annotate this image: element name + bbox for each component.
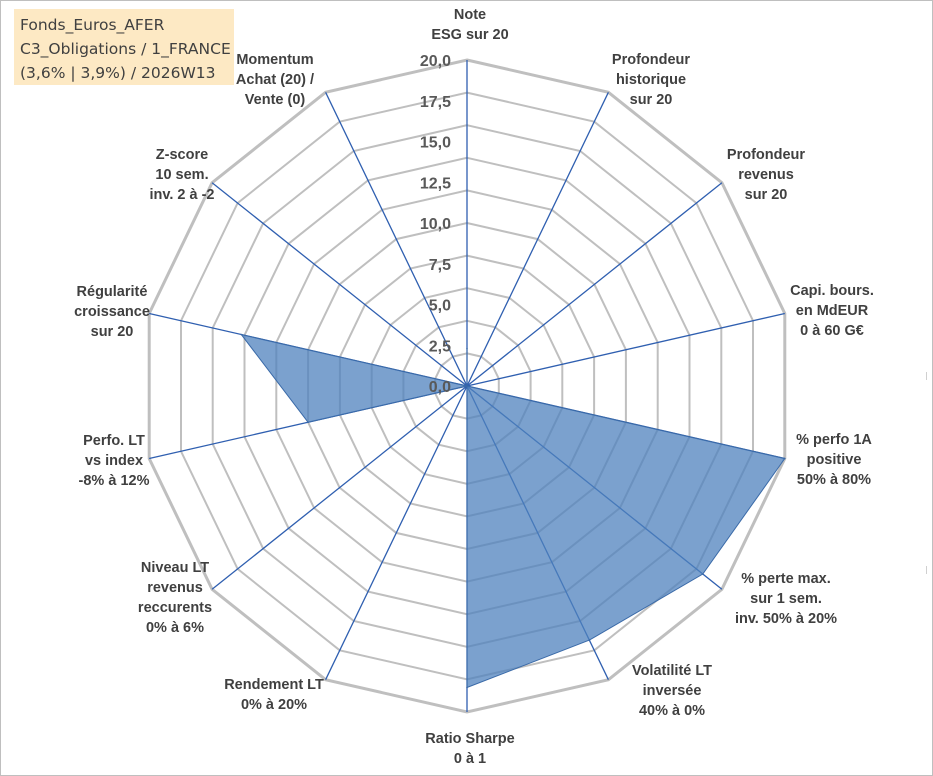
axis-label: % perfo 1A positive 50% à 80% (796, 432, 872, 488)
axis-spoke (325, 385, 468, 680)
axis-label: % perte max. sur 1 sem. inv. 50% à 20% (735, 571, 837, 627)
tick-label: 2,5 (429, 338, 451, 355)
axis-spoke (211, 385, 468, 590)
axis-label: Momentum Achat (20) / Vente (0) (236, 52, 314, 108)
radar-axis-labels: Note ESG sur 20 Profondeur historique sur 20… (74, 7, 874, 767)
series-point (466, 347, 468, 350)
axis-spoke (466, 92, 609, 387)
axis-label: Note ESG sur 20 (431, 7, 508, 43)
axis-spoke (211, 182, 468, 387)
series-point (784, 457, 786, 460)
tick-label: 10,0 (420, 216, 451, 233)
series-point (588, 639, 591, 641)
series-point (702, 573, 704, 575)
series-area (240, 333, 786, 689)
axis-label: Z-score 10 sem. inv. 2 à -2 (149, 147, 214, 203)
axis-label: Ratio Sharpe 0 à 1 (425, 731, 514, 767)
tick-label: 20,0 (420, 53, 451, 70)
tick-label: 0,0 (429, 379, 451, 396)
axis-spoke (466, 312, 785, 387)
tick-label: 17,5 (420, 94, 451, 111)
tick-label: 7,5 (429, 257, 451, 274)
series-point (466, 686, 468, 689)
axis-label: Perfo. LT vs index -8% à 12% (79, 433, 150, 489)
axis-label: Régularité croissance sur 20 (74, 284, 150, 340)
axis-label: Profondeur revenus sur 20 (727, 147, 805, 203)
fund-category: C3_Obligations / 1_FRANCE (20, 40, 231, 58)
edge-marker (926, 372, 927, 380)
axis-spoke (325, 92, 468, 387)
tick-label: 12,5 (420, 175, 451, 192)
fund-rates-week: (3,6% | 3,9%) / 2026W13 (20, 64, 216, 82)
radar-ticks: 0,0 2,5 5,0 7,5 10,0 12,5 15,0 17,5 20,0 (420, 53, 451, 396)
series-point (466, 385, 468, 387)
radar-series (240, 333, 786, 689)
tick-label: 15,0 (420, 135, 451, 152)
axis-label: Profondeur historique sur 20 (612, 52, 690, 108)
series-point (307, 421, 309, 424)
axis-label: Capi. bours. en MdEUR 0 à 60 G€ (790, 283, 874, 339)
tick-label: 5,0 (429, 298, 451, 315)
axis-label: Volatilité LT inversée 40% à 0% (632, 663, 712, 719)
axis-label: Niveau LT revenus reccurents 0% à 6% (138, 560, 212, 636)
axis-label: Rendement LT 0% à 20% (224, 677, 324, 713)
axis-spoke (466, 182, 723, 387)
fund-name: Fonds_Euros_AFER (20, 16, 165, 34)
fund-info-box: Fonds_Euros_AFER C3_Obligations / 1_FRAN… (14, 9, 234, 85)
series-point (240, 333, 243, 336)
edge-marker (926, 566, 927, 574)
